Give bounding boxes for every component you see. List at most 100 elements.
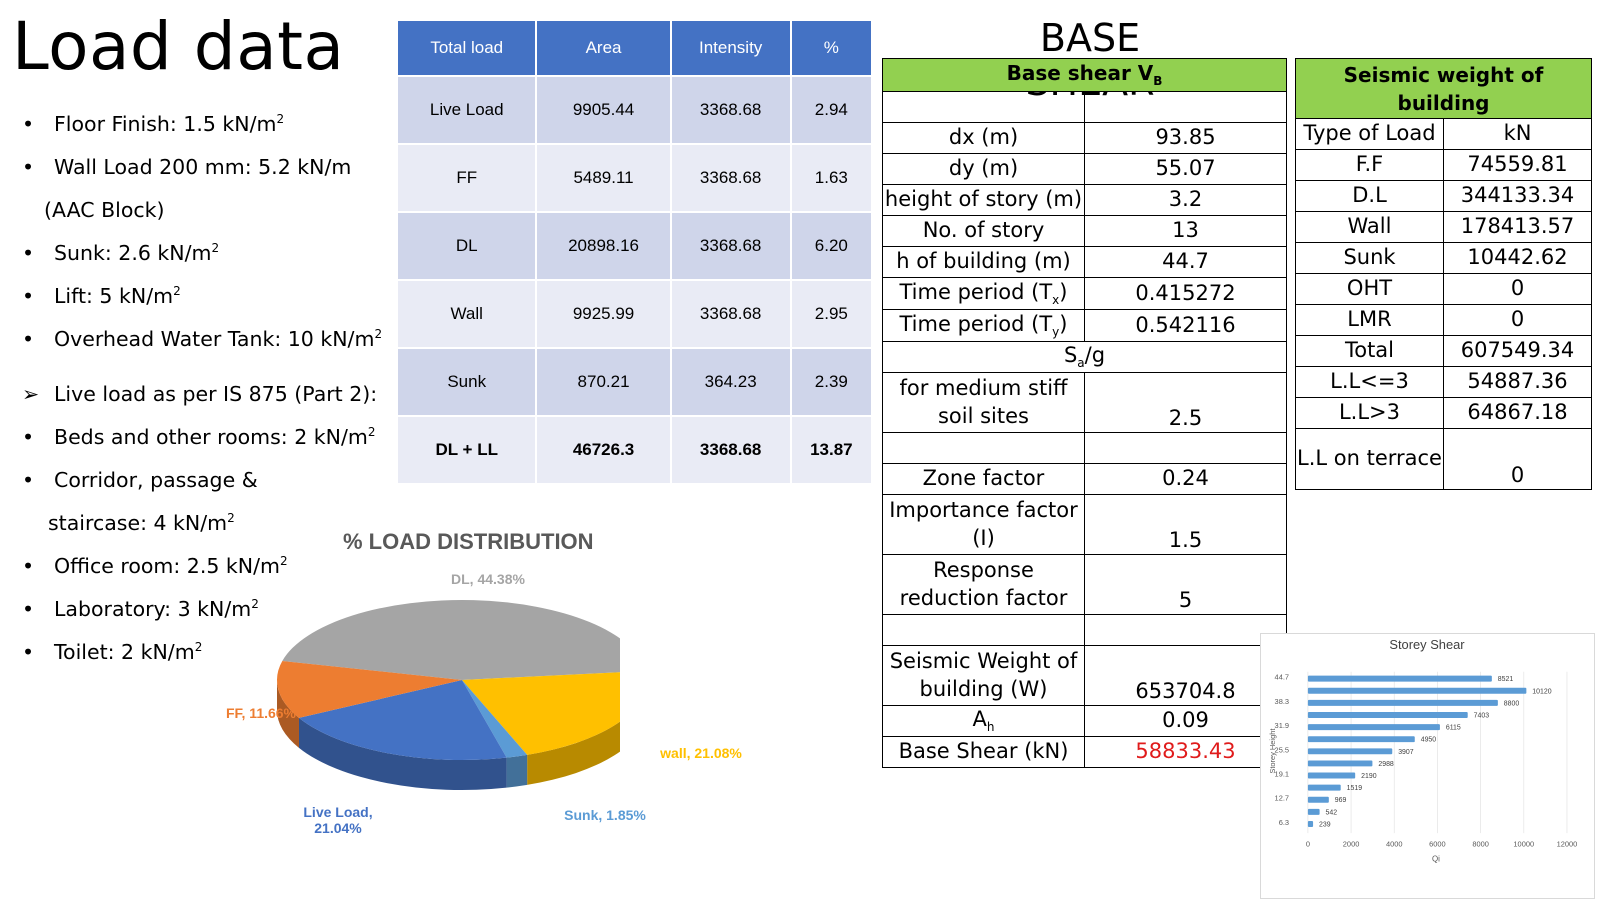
row-value: 74559.81 <box>1443 149 1592 181</box>
load-table-cell: 3368.68 <box>671 145 790 211</box>
load-distribution-pie-chart <box>277 599 620 790</box>
bullet-icon: • <box>22 284 35 308</box>
pie-slice-ff <box>277 660 462 718</box>
table-row: for medium stiff soil sites 2.5 <box>882 372 1287 433</box>
row-value: 44.7 <box>1084 246 1287 278</box>
load-table-cell: 20898.16 <box>537 213 670 279</box>
storey-shear-bar <box>1307 796 1329 803</box>
x-axis-label: Qi <box>1432 854 1440 863</box>
pie-slice-dl <box>282 599 620 680</box>
base-shear-title: Base shear VB <box>882 58 1287 92</box>
row-value: 0.24 <box>1084 463 1287 495</box>
table-row: Ah 0.09 <box>882 705 1287 737</box>
table-row: L.L>3 64867.18 <box>1295 397 1592 429</box>
row-value: 93.85 <box>1084 122 1287 154</box>
storey-shear-bar <box>1307 736 1415 743</box>
storey-shear-bar <box>1307 724 1440 731</box>
load-table-cell: 46726.3 <box>537 417 670 483</box>
row-label: Ah <box>882 705 1085 737</box>
row-label: Base Shear (kN) <box>882 736 1085 768</box>
pie-slice-live-load <box>298 680 507 760</box>
row-label: F.F <box>1295 149 1444 181</box>
bullet-text: Live load as per IS 875 (Part 2): <box>54 382 378 406</box>
row-label: Total <box>1295 335 1444 367</box>
bar-value-label: 4950 <box>1421 737 1437 744</box>
bullet-text: Lift: 5 kN/m2 <box>54 284 181 308</box>
y-tick-label: 38.3 <box>1275 697 1289 706</box>
storey-shear-bar <box>1307 784 1341 791</box>
load-table-cell: Sunk <box>398 349 536 415</box>
seismic-weight-title-row: Seismic weight of building <box>1295 58 1592 119</box>
bullet-text: Laboratory: 3 kN/m2 <box>54 597 259 621</box>
storey-shear-bar <box>1307 748 1393 755</box>
load-table-cell: 3368.68 <box>671 417 790 483</box>
bullet-text: (AAC Block) <box>44 198 165 222</box>
table-row: Base Shear (kN) 58833.43 <box>882 736 1287 768</box>
row-value: 55.07 <box>1084 153 1287 185</box>
table-row: Wall 178413.57 <box>1295 211 1592 243</box>
load-table-cell: 9905.44 <box>537 77 670 143</box>
row-value: 607549.34 <box>1443 335 1592 367</box>
y-tick-label: 12.7 <box>1275 794 1289 803</box>
load-table-cell: 3368.68 <box>671 281 790 347</box>
pie-data-label: Live Load, 21.04% <box>303 804 373 836</box>
load-table-cell: 6.20 <box>791 213 871 279</box>
arrow-bullet-icon: ➢ <box>22 382 40 406</box>
storey-shear-title: Storey Shear <box>1389 637 1465 652</box>
row-value: 54887.36 <box>1443 366 1592 398</box>
load-table-cell: 1.63 <box>791 145 871 211</box>
x-tick-label: 10000 <box>1513 839 1534 848</box>
load-table-cell: 3368.68 <box>671 77 790 143</box>
blank-row <box>882 91 1287 123</box>
load-table-cell: 5489.11 <box>537 145 670 211</box>
row-value: 2.5 <box>1084 372 1287 433</box>
table-row: Sunk 10442.62 <box>1295 242 1592 274</box>
table-row: height of story (m) 3.2 <box>882 184 1287 216</box>
bullet-icon: • <box>22 155 35 179</box>
storey-shear-chart: Storey Shear 0 2000 4000 6000 8000 10000 12000 8… <box>1260 633 1595 899</box>
x-tick-label: 4000 <box>1386 839 1403 848</box>
row-label: Importance factor (I) <box>882 494 1085 555</box>
table-row: L.L on terrace 0 <box>1295 428 1592 490</box>
bar-value-label: 969 <box>1335 797 1347 804</box>
table-row: D.L 344133.34 <box>1295 180 1592 212</box>
pie-chart-title: % LOAD DISTRIBUTION <box>343 529 594 554</box>
table-row: LMR 0 <box>1295 304 1592 336</box>
row-value: 5 <box>1084 554 1287 615</box>
row-label: Seismic Weight of building (W) <box>882 645 1085 706</box>
load-table-cell: 364.23 <box>671 349 790 415</box>
table-row: dx (m) 93.85 <box>882 122 1287 154</box>
x-tick-label: 2000 <box>1343 839 1360 848</box>
row-value: 10442.62 <box>1443 242 1592 274</box>
bar-value-label: 239 <box>1319 821 1331 828</box>
header-cell: Type of Load <box>1295 118 1444 150</box>
y-tick-label: 25.5 <box>1275 745 1289 754</box>
bar-value-label: 7403 <box>1474 712 1490 719</box>
row-label: Time period (Tx) <box>882 277 1085 310</box>
bullet-text: Wall Load 200 mm: 5.2 kN/m <box>54 155 352 179</box>
storey-shear-bar <box>1307 808 1320 815</box>
y-tick-label: 44.7 <box>1275 673 1289 682</box>
load-table-header-cell: Intensity <box>671 21 790 75</box>
load-table-cell: 870.21 <box>537 349 670 415</box>
table-row: dy (m) 55.07 <box>882 153 1287 185</box>
pie-data-label: FF, 11.66% <box>225 705 297 721</box>
row-value: 344133.34 <box>1443 180 1592 212</box>
table-row: h of building (m) 44.7 <box>882 246 1287 278</box>
load-table-row: Live Load 9905.44 3368.68 2.94 <box>398 77 871 143</box>
row-label: h of building (m) <box>882 246 1085 278</box>
row-label: dx (m) <box>882 122 1085 154</box>
row-label: L.L<=3 <box>1295 366 1444 398</box>
x-tick-label: 0 <box>1306 839 1310 848</box>
sa-g-label: Sa/g <box>882 341 1287 373</box>
bullet-icon: • <box>22 554 35 578</box>
pie-data-label: DL, 44.38% <box>451 571 525 587</box>
row-label: OHT <box>1295 273 1444 305</box>
row-label: L.L>3 <box>1295 397 1444 429</box>
row-label: Sunk <box>1295 242 1444 274</box>
load-table-cell: 2.39 <box>791 349 871 415</box>
load-table-row: Sunk 870.21 364.23 2.39 <box>398 349 871 415</box>
row-value: 3.2 <box>1084 184 1287 216</box>
bullet-text: Toilet: 2 kN/m2 <box>54 640 203 664</box>
pie-data-label: Sunk, 1.85% <box>564 807 646 823</box>
